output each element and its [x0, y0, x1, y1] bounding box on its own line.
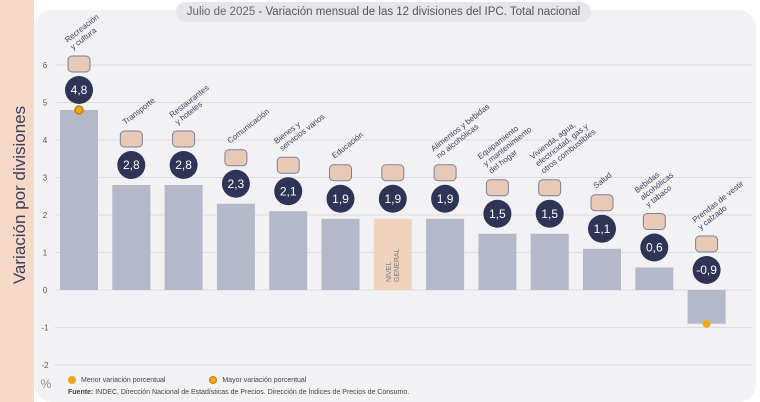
y-tick-label: 6	[43, 61, 48, 70]
legend-max-label: Mayor variación porcentual	[222, 376, 307, 384]
y-tick-label: -1	[41, 324, 49, 333]
bus-icon	[119, 130, 143, 148]
value-badge	[221, 169, 250, 198]
category-label: Transporte	[121, 96, 157, 127]
value-label: 0,6	[646, 241, 663, 255]
bar-general	[373, 218, 412, 290]
y-tick-label: 4	[43, 136, 48, 145]
plate-cutlery-icon	[172, 130, 196, 148]
source-note: Fuente: INDEC, Dirección Nacional de Est…	[68, 389, 409, 396]
title-subtitle: Variación mensual de las 12 divisiones d…	[265, 6, 581, 18]
category-label: Bienes yservicios varios	[272, 105, 326, 153]
lightbulb-icon	[538, 179, 562, 197]
y-tick-label: 0	[43, 286, 48, 295]
value-label: 1,1	[594, 222, 611, 236]
value-label: 4,8	[71, 83, 88, 97]
phone-icon	[224, 149, 248, 167]
value-label: 1,5	[489, 207, 506, 221]
value-label: 2,1	[280, 184, 297, 198]
bar	[269, 211, 308, 290]
bar	[426, 218, 465, 290]
legend-min-label: Menor variación porcentual	[81, 376, 166, 384]
category-label: Salud	[592, 171, 614, 191]
bar	[112, 185, 151, 290]
food-icon	[433, 164, 457, 182]
y-tick-label: 5	[43, 99, 48, 108]
toaster-icon	[485, 179, 509, 197]
value-badge	[431, 184, 460, 213]
max-marker	[74, 105, 84, 115]
bar	[216, 203, 255, 290]
legend-min-dot	[68, 376, 76, 384]
left-strip	[0, 0, 34, 402]
category-label: Vivienda, agua,electricidad, gas yotros …	[528, 113, 597, 175]
value-badge	[65, 76, 93, 104]
bar	[60, 110, 98, 290]
value-label: 2,8	[175, 158, 192, 172]
y-tick-label: 2	[43, 211, 48, 220]
y-tick-label: 3	[43, 174, 48, 183]
source-text: INDEC, Dirección Nacional de Estadística…	[95, 389, 410, 396]
value-label: 1,9	[332, 192, 349, 206]
source-label: Fuente:	[68, 389, 94, 396]
min-marker	[702, 319, 711, 328]
value-badge	[588, 214, 616, 243]
general-level-label: NIVELGENERAL	[386, 248, 401, 282]
bar	[530, 233, 569, 290]
value-badge	[378, 184, 407, 213]
value-badge	[535, 199, 564, 228]
comb-scissors-icon	[276, 156, 300, 174]
value-badge	[483, 199, 512, 228]
value-badge	[117, 151, 146, 179]
category-label: Equipamientoy mantenimientodel hogar	[476, 118, 539, 176]
title-date: Julio de 2025	[186, 6, 256, 18]
bar	[687, 290, 726, 324]
chart-title: Julio de 2025 - Variación mensual de las…	[176, 2, 591, 22]
y-tick-label: -2	[41, 361, 49, 370]
clothes-icon	[695, 235, 719, 253]
category-label: Recreacióny cultura	[63, 12, 106, 51]
bar	[583, 248, 621, 290]
legend: Menor variación porcentual Mayor variaci…	[68, 376, 306, 384]
value-badge	[274, 177, 303, 206]
legend-max-dot	[209, 376, 218, 384]
value-label: 2,3	[228, 177, 245, 191]
category-label: Prendas de vestiry calzado	[691, 179, 751, 232]
basket-icon	[381, 164, 405, 182]
y-unit-label: %	[41, 377, 52, 391]
book-icon	[329, 164, 352, 182]
bottle-icon	[642, 213, 666, 230]
value-label: 1,9	[384, 192, 401, 206]
sun-umbrella-icon	[67, 55, 91, 73]
category-label: Educación	[330, 130, 365, 160]
bar	[321, 218, 360, 290]
value-badge	[692, 256, 721, 284]
value-badge	[640, 233, 669, 262]
value-badge	[169, 151, 198, 179]
value-label: -0,9	[696, 263, 717, 277]
category-label: Bebidasalcohólicasy tabaco	[633, 163, 681, 209]
health-cross-icon	[590, 194, 614, 212]
bar	[635, 267, 674, 290]
value-label: 2,8	[123, 158, 140, 172]
value-label: 1,9	[437, 192, 454, 206]
value-badge	[326, 184, 355, 213]
bar	[164, 185, 203, 290]
value-label: 1,5	[541, 207, 558, 221]
category-label: Restaurantesy hoteles	[168, 83, 217, 126]
y-tick-label: 1	[43, 249, 48, 258]
bar	[478, 233, 517, 290]
